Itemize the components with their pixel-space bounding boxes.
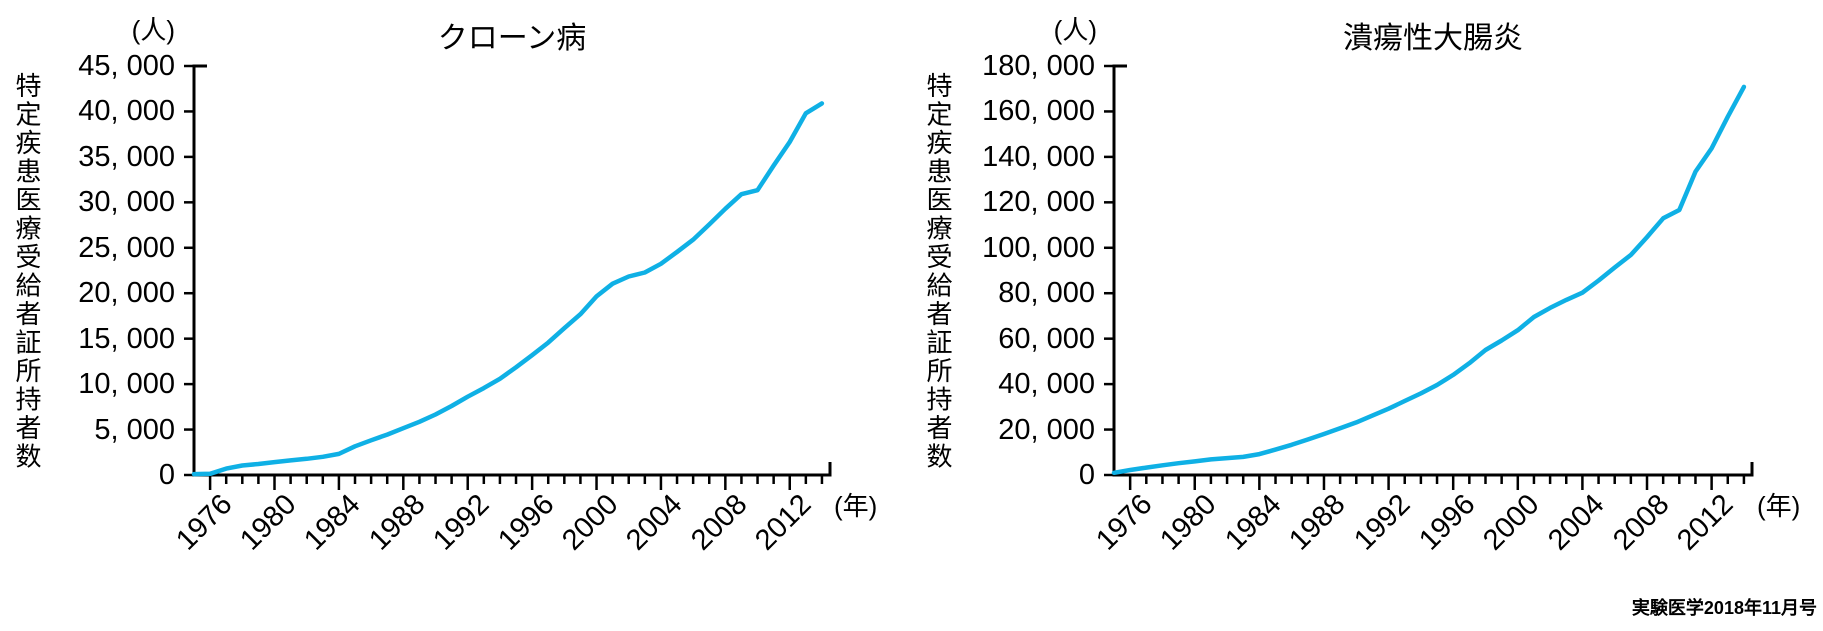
y-tick-label: 180, 000: [982, 50, 1095, 82]
axis: [1112, 64, 1754, 477]
y-tick-label: 20, 000: [998, 413, 1095, 446]
y-axis-label: 特定疾患医療受給者証所持者数: [12, 72, 42, 471]
y-tick-label: 45, 000: [78, 50, 175, 82]
y-unit-label: (人): [131, 15, 175, 45]
y-unit-label: (人): [1053, 15, 1097, 45]
y-tick-label: 80, 000: [998, 277, 1095, 310]
source-credit: 実験医学2018年11月号: [1631, 598, 1817, 618]
y-tick-label: 35, 000: [78, 140, 175, 173]
data-line: [1111, 84, 1747, 476]
y-tick-label: 30, 000: [78, 186, 175, 219]
y-axis-label: 特定疾患医療受給者証所持者数: [923, 72, 953, 471]
y-tick-label: 0: [1078, 459, 1095, 491]
x-unit-label: (年): [834, 491, 878, 521]
axis: [192, 64, 832, 477]
chart-title-crohn: クローン病: [437, 22, 587, 55]
chart-title-ulcerative-colitis: 潰瘍性大腸炎: [1343, 22, 1523, 55]
y-tick-label: 20, 000: [78, 277, 175, 310]
y-tick-label: 100, 000: [982, 231, 1095, 264]
y-tick-label: 0: [158, 459, 175, 491]
y-tick-label: 140, 000: [982, 140, 1095, 173]
data-line: [191, 101, 825, 477]
y-tick-label: 60, 000: [998, 322, 1095, 355]
y-tick-label: 25, 000: [78, 231, 175, 264]
y-tick-label: 160, 000: [982, 95, 1095, 128]
y-tick-label: 120, 000: [982, 186, 1095, 219]
y-tick-label: 40, 000: [78, 95, 175, 128]
y-tick-label: 40, 000: [998, 368, 1095, 401]
x-unit-label: (年): [1757, 491, 1801, 521]
y-tick-label: 10, 000: [78, 368, 175, 401]
y-tick-label: 5, 000: [94, 413, 175, 446]
y-tick-label: 15, 000: [78, 322, 175, 355]
